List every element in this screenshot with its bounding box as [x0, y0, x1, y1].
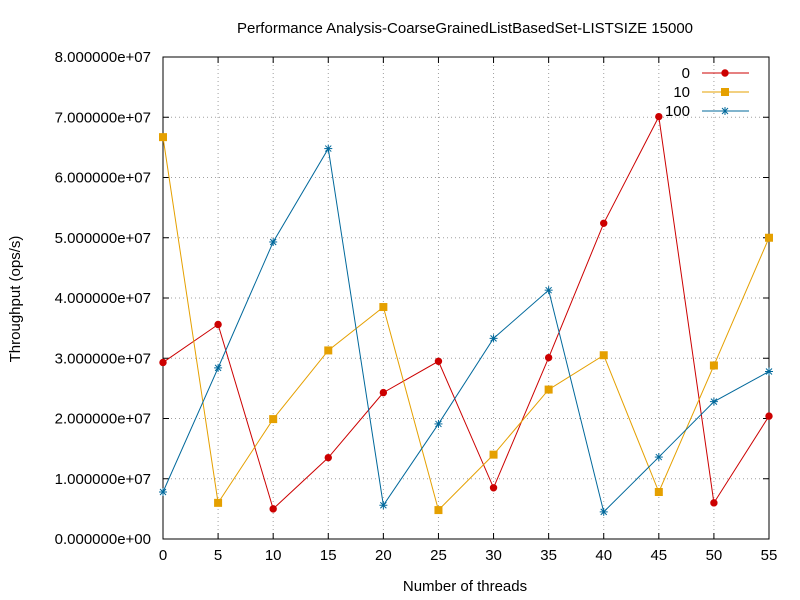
data-point-0 [434, 357, 443, 365]
x-tick-label: 35 [540, 547, 557, 564]
y-tick-label: 8.000000e+07 [55, 49, 151, 66]
legend-label: 0 [682, 65, 690, 82]
data-point-100 [159, 488, 167, 497]
data-point-0 [710, 499, 718, 507]
x-tick-label: 30 [485, 547, 502, 564]
legend-entry-10: 10 [673, 84, 749, 101]
y-tick-label: 3.000000e+07 [55, 350, 151, 367]
y-tick-label: 0.000000e+00 [55, 531, 151, 548]
legend-marker [721, 88, 729, 96]
data-point-10 [544, 385, 553, 394]
x-tick-label: 25 [430, 547, 447, 564]
data-point-0 [765, 412, 773, 420]
legend: 0 10 100 [665, 65, 749, 120]
x-tick-label: 55 [761, 547, 778, 564]
data-point-10 [159, 133, 167, 142]
y-tick-label: 2.000000e+07 [55, 411, 151, 428]
data-point-0 [159, 358, 167, 367]
x-tick-label: 45 [650, 547, 667, 564]
data-point-0 [544, 353, 553, 362]
data-point-0 [324, 453, 332, 462]
data-point-100 [324, 144, 333, 153]
x-tick-label: 15 [320, 547, 337, 564]
y-tick-label: 1.000000e+07 [55, 471, 151, 488]
x-tick-label: 0 [159, 547, 167, 564]
y-tick-label: 6.000000e+07 [55, 170, 151, 187]
data-point-100 [709, 397, 718, 406]
y-tick-label: 4.000000e+07 [55, 290, 151, 307]
data-point-100 [379, 501, 388, 510]
data-point-10 [379, 303, 388, 312]
data-point-0 [600, 219, 608, 227]
data-point-100 [599, 507, 608, 516]
x-tick-label: 50 [706, 547, 723, 564]
data-point-100 [544, 286, 553, 295]
x-tick-label: 40 [595, 547, 612, 564]
data-point-10 [599, 351, 608, 360]
data-point-10 [434, 506, 443, 515]
data-point-0 [214, 320, 222, 329]
series-layer [159, 112, 773, 516]
legend-label: 10 [673, 84, 690, 101]
data-point-0 [655, 112, 663, 121]
y-tick-label: 5.000000e+07 [55, 230, 151, 247]
data-point-10 [709, 361, 718, 370]
axis-layer: 0 5 10 15 20 25 30 35 40 45 50 55 0.000000e+00 1.0000… [55, 49, 778, 564]
legend-entry-100: 100 [665, 103, 749, 120]
data-point-10 [654, 488, 663, 497]
x-tick-label: 10 [265, 547, 282, 564]
x-tick-label: 5 [214, 547, 222, 564]
data-point-10 [214, 498, 223, 507]
data-point-10 [489, 450, 498, 459]
chart-title: Performance Analysis-CoarseGrainedListBa… [237, 20, 693, 37]
y-tick-label: 7.000000e+07 [55, 109, 151, 126]
legend-marker [721, 69, 729, 77]
data-point-0 [269, 505, 277, 513]
data-point-100 [269, 237, 278, 246]
series-10 [159, 133, 773, 515]
x-axis-label: Number of threads [403, 578, 527, 595]
legend-marker [721, 107, 729, 115]
data-point-100 [434, 419, 443, 428]
data-point-100 [654, 453, 663, 462]
y-axis-label: Throughput (ops/s) [7, 236, 24, 363]
x-tick-label: 20 [375, 547, 392, 564]
data-point-10 [324, 346, 333, 355]
data-point-100 [765, 367, 773, 376]
data-point-0 [379, 388, 388, 397]
series-line-100 [162, 147, 770, 513]
data-point-10 [269, 415, 278, 424]
data-point-100 [489, 334, 498, 343]
data-point-10 [765, 233, 773, 242]
series-100 [159, 144, 773, 516]
data-point-0 [489, 484, 498, 492]
series-0 [159, 112, 773, 513]
data-point-100 [214, 363, 223, 372]
legend-label: 100 [665, 103, 690, 120]
series-line-10 [162, 137, 770, 512]
series-line-0 [162, 115, 770, 510]
legend-entry-0: 0 [682, 65, 749, 82]
